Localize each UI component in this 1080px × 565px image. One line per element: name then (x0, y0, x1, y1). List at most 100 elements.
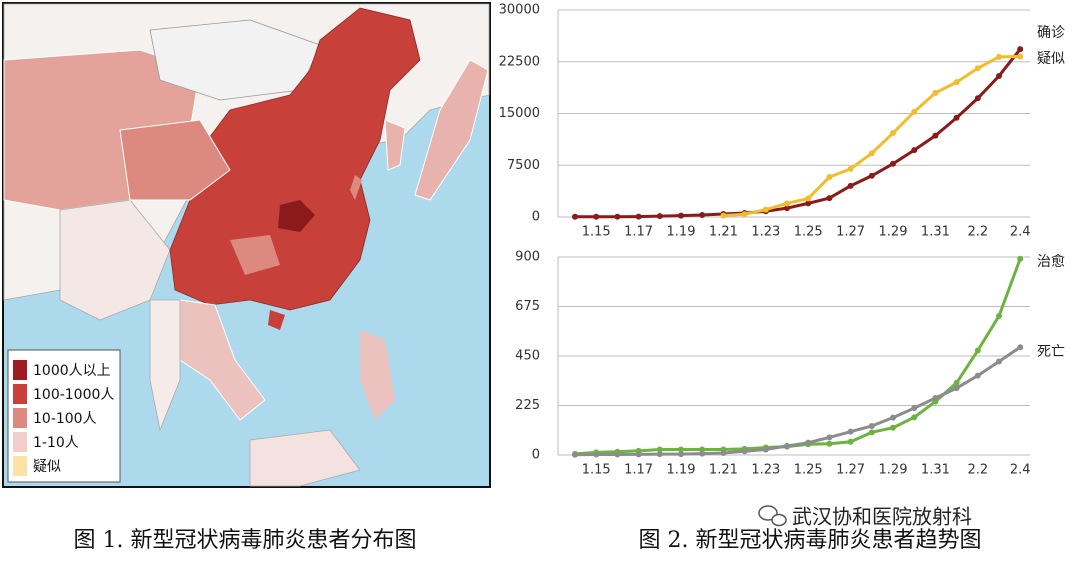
map-hubei (278, 200, 315, 232)
data-point (911, 414, 918, 421)
data-point (678, 451, 684, 458)
x-tick-label: 1.23 (751, 463, 780, 478)
map-philippines (360, 330, 395, 420)
data-point (826, 434, 833, 441)
data-point (953, 385, 960, 392)
map-sea-asia (179, 299, 266, 421)
data-point (1017, 344, 1024, 351)
data-point (911, 405, 918, 412)
series-line (574, 345, 1022, 457)
data-point (572, 451, 578, 458)
data-point (572, 213, 578, 220)
data-point (974, 65, 981, 72)
x-tick-label: 2.4 (1010, 225, 1031, 240)
x-tick-label: 1.15 (582, 225, 611, 240)
charts: 0 7500 15000 22500 30000 1.15 1.17 1.19 1.21 1.23… (499, 3, 1065, 478)
map-taiwan (350, 175, 362, 200)
map-region (119, 119, 231, 201)
data-point (635, 213, 642, 220)
x-tick-label: 1.23 (751, 225, 780, 240)
x-tick-label: 1.17 (624, 463, 653, 478)
data-point (805, 195, 812, 202)
data-point (868, 172, 875, 179)
data-point (932, 132, 939, 139)
data-point (953, 379, 960, 386)
x-tick-label: 1.27 (836, 463, 865, 478)
data-point (741, 211, 748, 218)
x-tick-label: 1.29 (879, 225, 908, 240)
legend-label: 1000人以上 (33, 363, 111, 379)
data-point (974, 95, 981, 102)
x-tick-label: 2.2 (967, 463, 988, 478)
legend-label: 疑似 (33, 459, 61, 475)
x-tick-label: 1.21 (709, 463, 738, 478)
data-point (656, 451, 663, 458)
data-point (847, 182, 854, 189)
data-point (784, 442, 790, 449)
data-point (953, 79, 960, 86)
legend-swatch (13, 360, 27, 380)
wechat-icon (758, 505, 778, 521)
map-japan (414, 59, 489, 201)
data-point (805, 439, 812, 446)
data-point (762, 446, 769, 453)
x-tick-label: 1.31 (921, 225, 950, 240)
data-point (974, 347, 981, 354)
data-point (656, 446, 663, 453)
x-tick-label: 1.27 (836, 225, 865, 240)
legend-swatch (13, 408, 27, 428)
legend-swatch (13, 456, 27, 476)
legend-label: 100-1000人 (33, 387, 114, 403)
data-point (847, 438, 854, 445)
wechat-icon (771, 513, 787, 527)
data-point (868, 150, 875, 157)
data-point (996, 72, 1002, 79)
data-point (826, 174, 833, 181)
x-tick-label: 1.19 (667, 225, 696, 240)
data-point (762, 206, 769, 213)
map-region (149, 299, 181, 432)
data-point (1017, 46, 1024, 53)
data-point (890, 414, 896, 421)
x-tick-label: 1.19 (667, 463, 696, 478)
map-china (169, 7, 421, 311)
y-tick-label: 450 (515, 349, 540, 364)
data-point (996, 53, 1002, 60)
data-point (699, 446, 706, 453)
series-label: 死亡 (1037, 344, 1065, 360)
data-point (784, 200, 790, 207)
data-point (890, 424, 896, 431)
watermark: 武汉协和医院放射科 (758, 505, 972, 529)
data-point (614, 213, 621, 220)
data-point (826, 195, 833, 202)
data-point (847, 428, 854, 435)
data-point (868, 422, 875, 429)
data-point (911, 108, 918, 115)
legend-label: 10-100人 (33, 411, 97, 427)
x-tick-label: 2.2 (967, 225, 988, 240)
legend-swatch (13, 432, 27, 452)
x-tick-label: 1.17 (624, 225, 653, 240)
data-point (868, 429, 875, 436)
data-point (847, 165, 854, 172)
data-point (1017, 255, 1024, 262)
x-tick-label: 1.15 (582, 463, 611, 478)
y-tick-label: 7500 (507, 158, 540, 173)
x-tick-label: 2.4 (1010, 463, 1031, 478)
data-point (741, 448, 748, 455)
data-point (932, 89, 939, 96)
x-tick-label: 1.31 (921, 463, 950, 478)
legend-swatch (13, 384, 27, 404)
watermark-text: 武汉协和医院放射科 (792, 505, 972, 529)
data-point (699, 450, 706, 457)
x-tick-label: 1.21 (709, 225, 738, 240)
data-point (974, 372, 981, 379)
map-korea (384, 119, 406, 171)
data-point (784, 205, 790, 212)
y-tick-label: 900 (515, 250, 540, 265)
data-point (699, 211, 706, 218)
data-point (656, 213, 663, 220)
data-point (720, 450, 727, 457)
